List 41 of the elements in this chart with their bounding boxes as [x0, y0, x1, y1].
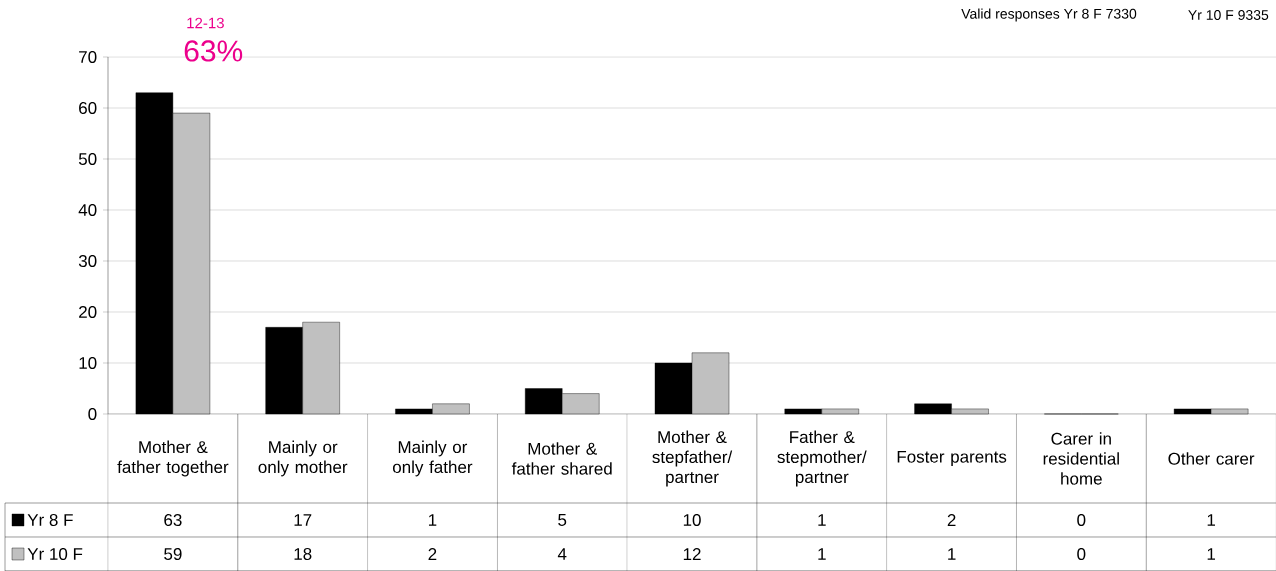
x-tick-label: Father & stepmother/ partner	[777, 430, 867, 487]
x-tick-label: Mother & father shared	[511, 442, 612, 475]
data-label: 1	[948, 548, 956, 560]
data-label: 1	[818, 514, 826, 526]
data-label: 59	[164, 547, 182, 561]
legend-label: Yr 8 F	[27, 513, 73, 527]
data-label: 4	[557, 548, 567, 560]
data-label: 18	[294, 547, 312, 561]
x-tick-label: Carer in residential home	[1043, 432, 1119, 485]
annotation: 63%	[184, 40, 243, 62]
data-label: 0	[1077, 547, 1086, 561]
data-label: 63	[164, 513, 182, 527]
legend-label: Yr 10 F	[27, 547, 83, 561]
y-tick-label: 0	[88, 407, 97, 421]
y-tick-label: 20	[79, 305, 97, 319]
data-label: 1	[428, 514, 437, 526]
y-tick-label: 60	[79, 101, 97, 115]
y-tick-label: 70	[79, 50, 97, 64]
text: 12-13	[187, 17, 224, 29]
data-label: 1	[1207, 514, 1216, 526]
y-tick-label: 50	[78, 152, 97, 166]
data-label: 2	[428, 548, 437, 560]
x-tick-label: Other carer	[1168, 452, 1255, 465]
x-tick-label: Mainly or only mother	[258, 440, 348, 477]
data-label: 2	[947, 514, 956, 526]
data-label: 1	[1207, 548, 1216, 560]
data-label: 10	[683, 513, 701, 527]
text: Valid responses Yr 8 F 7330	[961, 8, 1137, 22]
data-label: 1	[818, 548, 826, 560]
data-label: 17	[294, 514, 312, 526]
text: Yr 10 F 9335	[1188, 10, 1269, 20]
x-tick-label: Mother & father together	[117, 440, 229, 477]
x-tick-label: Mainly or only father	[392, 440, 473, 477]
data-label: 12	[683, 548, 701, 560]
x-tick-label: Mother & stepfather/ partner	[652, 430, 733, 487]
x-tick-label: Foster parents	[897, 450, 1007, 467]
y-tick-label: 10	[79, 356, 97, 370]
data-label: 0	[1077, 513, 1086, 527]
y-tick-label: 30	[78, 254, 97, 268]
data-label: 5	[558, 514, 567, 526]
y-tick-label: 40	[78, 203, 97, 217]
